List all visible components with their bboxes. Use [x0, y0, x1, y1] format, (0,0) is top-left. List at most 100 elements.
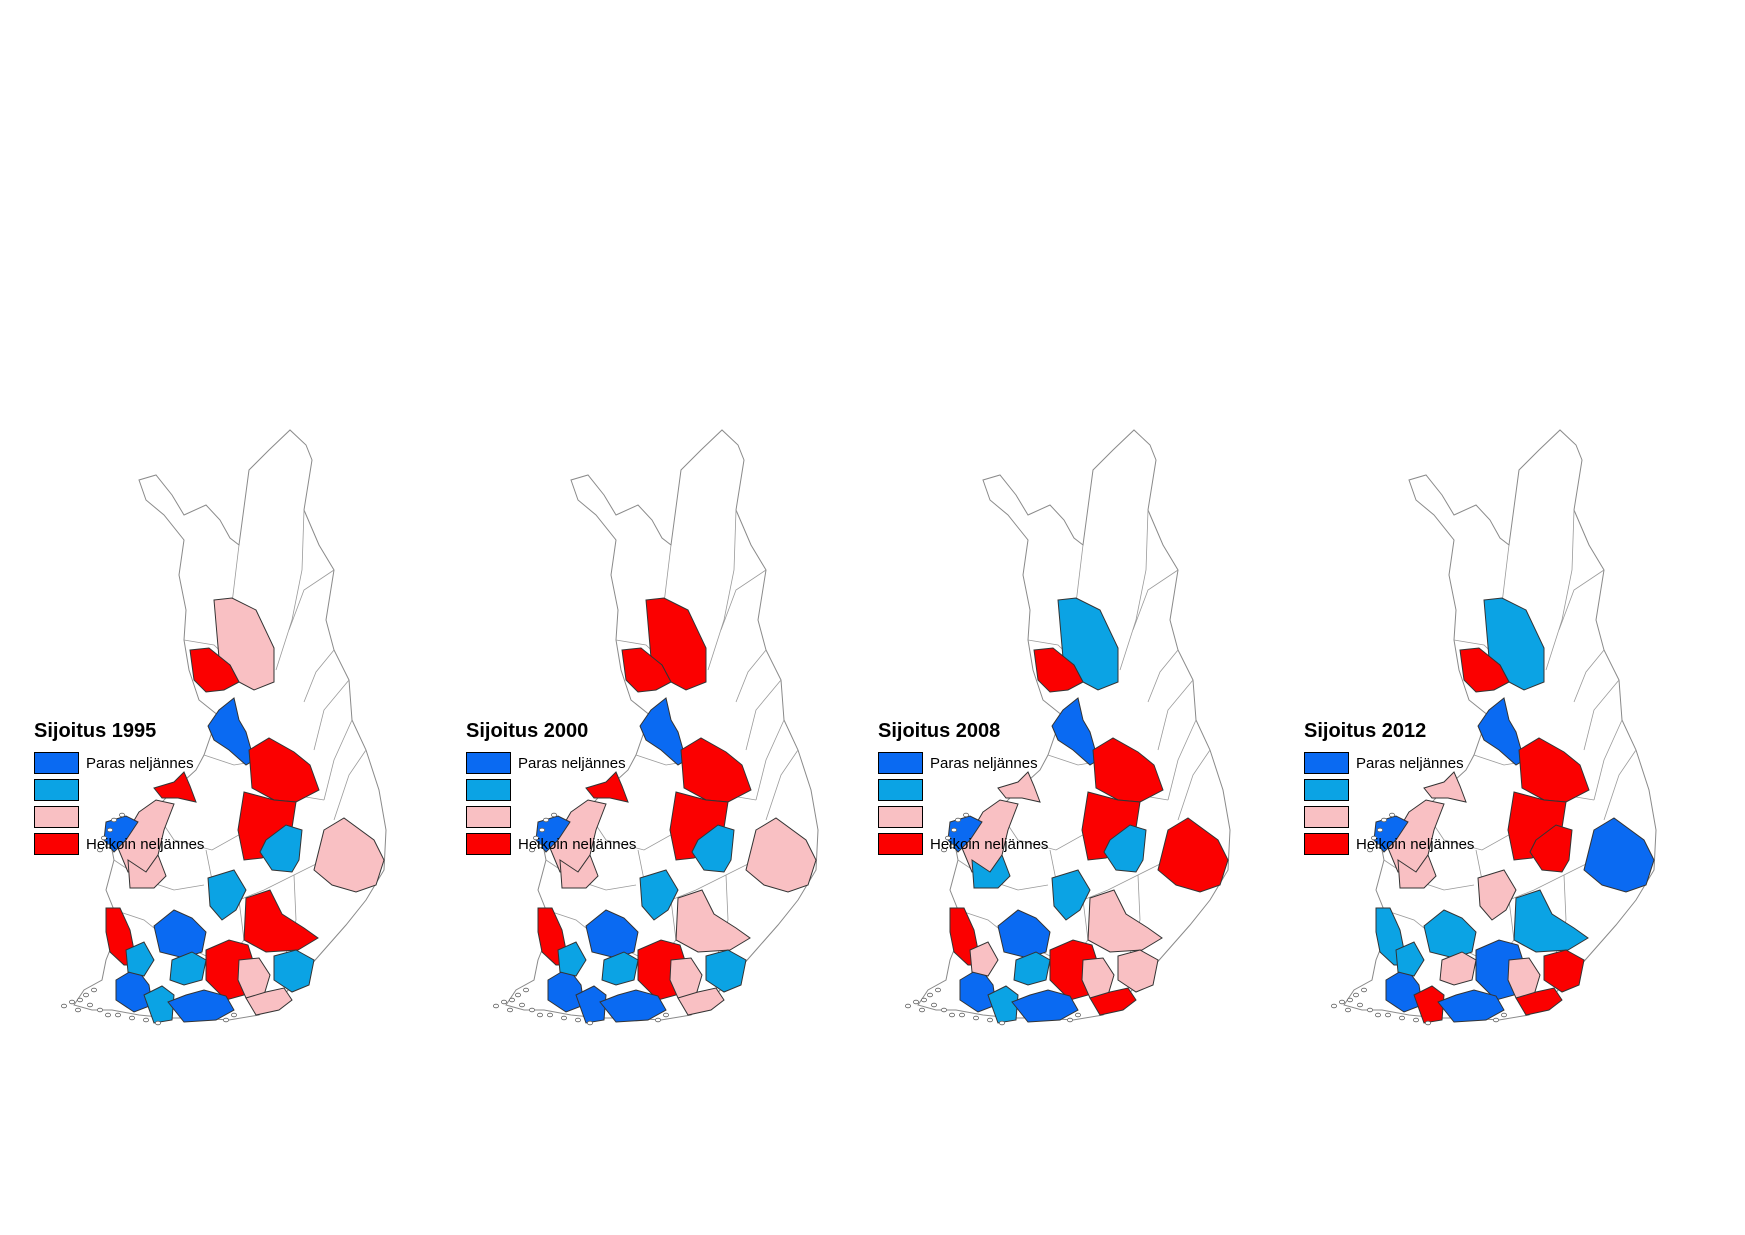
- region-jyvaskyla: [639, 869, 679, 921]
- region-seinajoki: [1397, 853, 1437, 889]
- legend-label: Paras neljännes: [930, 755, 1038, 772]
- island: [1367, 1007, 1374, 1013]
- region-nkarelia: [1583, 817, 1655, 893]
- legend-swatch: [878, 779, 923, 801]
- region-jyvaskyla: [1051, 869, 1091, 921]
- region-border: [333, 749, 367, 821]
- island: [921, 997, 928, 1003]
- island: [941, 1007, 948, 1013]
- region-mid-iisalmi: [1529, 824, 1573, 873]
- finland-map: [60, 429, 387, 1026]
- island: [547, 1012, 554, 1018]
- region-mid-iisalmi: [691, 824, 735, 873]
- legend-label: Heikoin neljännes: [1356, 836, 1475, 853]
- region-mikkeli: [675, 889, 751, 953]
- island: [931, 1002, 938, 1008]
- region-torn: [621, 647, 672, 693]
- island: [111, 817, 118, 823]
- region-border: [755, 719, 785, 801]
- finland-map: [1330, 429, 1657, 1026]
- region-border: [275, 509, 305, 671]
- region-border: [735, 649, 767, 703]
- legend-label: Paras neljännes: [86, 755, 194, 772]
- island: [1353, 992, 1360, 998]
- finland-map: [904, 429, 1231, 1026]
- island: [1389, 812, 1396, 818]
- island: [1492, 1017, 1499, 1023]
- region-savonlinna: [273, 949, 315, 993]
- region-border: [303, 649, 335, 703]
- region-border: [1583, 679, 1620, 751]
- island: [1381, 817, 1388, 823]
- island: [575, 1017, 582, 1023]
- island: [963, 812, 970, 818]
- region-mikkeli: [1513, 889, 1589, 953]
- map-title: Sijoitus 1995: [34, 720, 157, 742]
- region-helsinki: [1011, 989, 1079, 1023]
- island: [507, 1007, 514, 1013]
- map-panel-2012: Sijoitus 2012 Paras neljännes Heikoin ne…: [1304, 420, 1724, 1180]
- region-hameen: [1013, 951, 1051, 986]
- island: [1330, 1003, 1337, 1009]
- island: [587, 1020, 594, 1026]
- region-mikkeli: [1087, 889, 1163, 953]
- island: [515, 992, 522, 998]
- region-nkarelia: [1157, 817, 1229, 893]
- region-hameen: [601, 951, 639, 986]
- region-border: [288, 569, 335, 631]
- island: [1425, 1020, 1432, 1026]
- island: [119, 812, 126, 818]
- region-kymi: [1515, 987, 1563, 1016]
- region-hameen: [169, 951, 207, 986]
- region-seinajoki: [127, 853, 167, 889]
- island: [945, 835, 952, 841]
- island: [551, 812, 558, 818]
- map-title: Sijoitus 2000: [466, 720, 589, 742]
- island: [1345, 1007, 1352, 1013]
- island: [533, 835, 540, 841]
- island: [60, 1003, 67, 1009]
- island: [143, 1017, 150, 1023]
- region-nkarelia: [745, 817, 817, 893]
- region-torn: [1459, 647, 1510, 693]
- region-border: [313, 679, 350, 751]
- island: [83, 992, 90, 998]
- island: [973, 1015, 980, 1021]
- region-border: [745, 679, 782, 751]
- island: [539, 827, 546, 833]
- region-kainuu-n: [680, 737, 752, 803]
- island: [230, 1012, 237, 1018]
- island: [105, 1012, 112, 1018]
- region-ylivieska: [1423, 771, 1467, 803]
- region-tampere: [997, 909, 1051, 959]
- legend-swatch: [34, 752, 79, 774]
- island: [101, 835, 108, 841]
- region-border: [1167, 719, 1197, 801]
- region-mid-iisalmi: [259, 824, 303, 873]
- legend-label: Heikoin neljännes: [930, 836, 1049, 853]
- region-border: [1558, 569, 1605, 631]
- island: [1413, 1017, 1420, 1023]
- island: [662, 1012, 669, 1018]
- island: [941, 847, 948, 853]
- region-nkarelia: [313, 817, 385, 893]
- island: [77, 997, 84, 1003]
- region-border: [707, 509, 737, 671]
- legend-swatch: [34, 806, 79, 828]
- region-border: [1573, 649, 1605, 703]
- region-border: [1593, 719, 1623, 801]
- island: [1399, 1015, 1406, 1021]
- island: [543, 817, 550, 823]
- region-border: [1132, 569, 1179, 631]
- region-torn: [189, 647, 240, 693]
- island: [951, 827, 958, 833]
- region-ylivieska: [153, 771, 197, 803]
- island: [501, 999, 508, 1005]
- map-panel-1995: Sijoitus 1995 Paras neljännes Heikoin ne…: [34, 420, 454, 1180]
- island: [87, 1002, 94, 1008]
- region-kainuu-n: [1518, 737, 1590, 803]
- island: [69, 999, 76, 1005]
- island: [75, 1007, 82, 1013]
- legend-swatch: [1304, 806, 1349, 828]
- island: [97, 847, 104, 853]
